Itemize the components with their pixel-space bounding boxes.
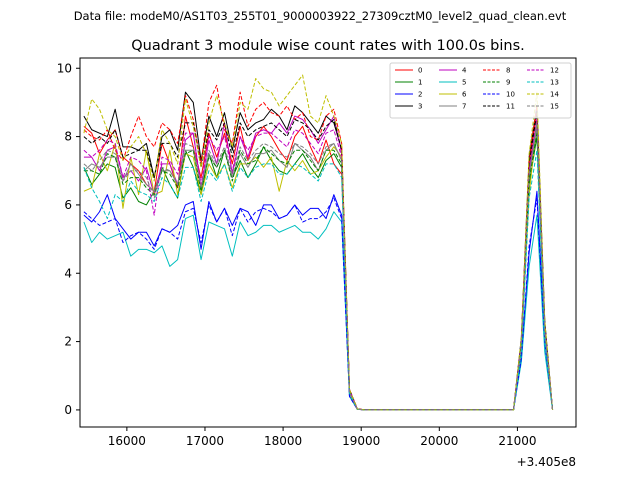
x-tick-label: 21000 [498, 434, 536, 448]
series-line-5 [83, 211, 554, 411]
legend-label-2: 2 [418, 91, 422, 99]
series-line-14 [83, 74, 554, 411]
series-line-7 [83, 125, 554, 411]
x-tick-label: 16000 [108, 434, 146, 448]
legend-label-11: 11 [506, 103, 515, 111]
series-layer [83, 74, 554, 411]
legend-label-1: 1 [418, 79, 422, 87]
legend-label-6: 6 [462, 91, 467, 99]
legend-label-14: 14 [550, 91, 559, 99]
legend-label-10: 10 [506, 91, 515, 99]
legend-label-4: 4 [462, 67, 467, 75]
legend-label-0: 0 [418, 67, 422, 75]
series-line-13 [83, 149, 554, 411]
y-tick-label: 2 [64, 335, 72, 349]
series-line-8 [83, 84, 554, 411]
legend-label-5: 5 [462, 79, 466, 87]
series-line-6 [83, 122, 554, 411]
x-tick-label: 18000 [264, 434, 302, 448]
x-offset-label: +3.405e8 [517, 455, 576, 469]
legend-label-12: 12 [550, 67, 559, 75]
legend-label-15: 15 [550, 103, 559, 111]
legend-label-8: 8 [506, 67, 510, 75]
y-tick-label: 0 [64, 403, 72, 417]
y-tick-label: 6 [64, 198, 72, 212]
series-line-15 [83, 122, 554, 411]
x-tick-label: 20000 [420, 434, 458, 448]
x-tick-label: 19000 [342, 434, 380, 448]
y-tick-label: 4 [64, 266, 72, 280]
series-line-9 [83, 132, 554, 411]
series-line-4 [83, 115, 554, 411]
y-tick-label: 10 [57, 61, 72, 75]
chart-title: Quadrant 3 module wise count rates with … [131, 38, 525, 54]
series-line-2 [83, 190, 554, 411]
legend-label-3: 3 [418, 103, 422, 111]
series-line-0 [83, 108, 554, 411]
series-line-11 [83, 112, 554, 411]
legend-box [389, 62, 572, 119]
legend-label-9: 9 [506, 79, 510, 87]
legend-label-7: 7 [462, 103, 466, 111]
legend-label-13: 13 [550, 79, 559, 87]
plot-frame [79, 57, 577, 428]
x-tick-label: 17000 [186, 434, 224, 448]
y-tick-label: 8 [64, 130, 72, 144]
series-line-10 [83, 197, 554, 411]
chart-suptitle: Data file: modeM0/AS1T03_255T01_90000039… [74, 9, 567, 23]
